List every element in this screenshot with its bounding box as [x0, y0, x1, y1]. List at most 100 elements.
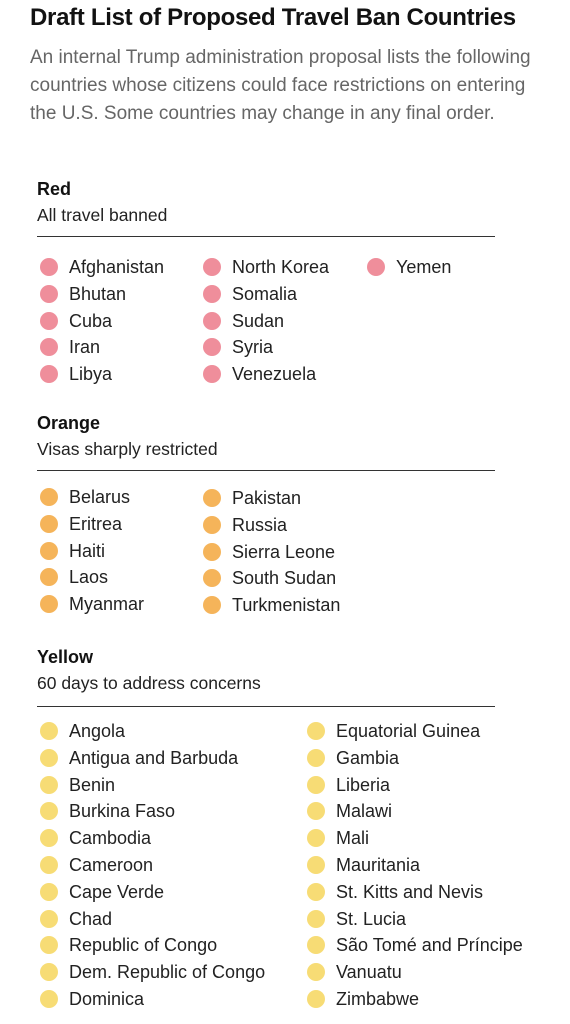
status-dot-icon	[203, 365, 221, 384]
status-dot-icon	[40, 568, 58, 587]
status-dot-icon	[307, 802, 325, 821]
status-dot-icon	[307, 748, 325, 767]
section-divider	[37, 470, 495, 471]
country-name: Pakistan	[232, 488, 302, 508]
country-name: Laos	[69, 567, 109, 588]
country-name: Cambodia	[69, 828, 152, 849]
country-name: Benin	[69, 774, 116, 795]
section-heading: Yellow	[37, 647, 94, 667]
status-dot-icon	[40, 856, 58, 874]
country-name: Mauritania	[336, 855, 421, 875]
status-dot-icon	[367, 258, 385, 276]
page-title: Draft List of Proposed Travel Ban Countr…	[30, 4, 516, 31]
status-dot-icon	[40, 963, 58, 982]
country-name: Angola	[69, 721, 126, 741]
status-dot-icon	[203, 542, 221, 561]
status-dot-icon	[40, 488, 58, 506]
country-name: Afghanistan	[69, 257, 165, 277]
country-name: Myanmar	[69, 594, 145, 615]
country-name: Cameroon	[69, 855, 154, 875]
country-name: Syria	[232, 337, 274, 358]
country-name: Russia	[232, 514, 288, 535]
status-dot-icon	[40, 338, 58, 357]
status-dot-icon	[40, 802, 58, 821]
section-orange: Orange Visas sharply restricted Belarus E…	[37, 412, 497, 615]
section-subheading: All travel banned	[37, 205, 168, 225]
section-heading: Orange	[37, 413, 101, 433]
status-dot-icon	[307, 936, 325, 955]
country-name: St. Lucia	[336, 908, 407, 929]
section-subheading: 60 days to address concerns	[37, 673, 261, 693]
country-name: Sierra Leone	[232, 541, 336, 562]
status-dot-icon	[40, 258, 58, 276]
status-dot-icon	[307, 829, 325, 848]
status-dot-icon	[307, 990, 325, 1008]
country-name: Vanuatu	[336, 962, 402, 983]
country-name: Bhutan	[69, 283, 127, 304]
status-dot-icon	[40, 365, 58, 384]
status-dot-icon	[40, 514, 58, 533]
section-heading: Red	[37, 179, 72, 199]
country-name: Zimbabwe	[336, 989, 420, 1009]
status-dot-icon	[40, 990, 58, 1008]
section-divider	[37, 706, 495, 707]
status-dot-icon	[203, 596, 221, 615]
country-name: Malawi	[336, 801, 393, 822]
country-name: Iran	[69, 337, 101, 358]
status-dot-icon	[307, 882, 325, 901]
country-name: Gambia	[336, 747, 400, 768]
section-red: Red All travel banned Afghanistan Bhutan C…	[37, 178, 497, 384]
status-dot-icon	[307, 722, 325, 740]
status-dot-icon	[203, 569, 221, 588]
country-name: Turkmenistan	[232, 595, 341, 616]
status-dot-icon	[203, 284, 221, 303]
country-name: Venezuela	[232, 364, 317, 385]
country-name: South Sudan	[232, 568, 337, 589]
country-name: Mali	[336, 828, 370, 849]
status-dot-icon	[40, 775, 58, 794]
status-dot-icon	[40, 909, 58, 928]
status-dot-icon	[40, 748, 58, 767]
status-dot-icon	[40, 541, 58, 560]
status-dot-icon	[307, 775, 325, 794]
country-name: Liberia	[336, 774, 391, 795]
country-name: Libya	[69, 364, 113, 385]
status-dot-icon	[307, 856, 325, 874]
status-dot-icon	[307, 909, 325, 928]
status-dot-icon	[40, 936, 58, 955]
status-dot-icon	[203, 338, 221, 357]
section-subheading: Visas sharply restricted	[37, 439, 218, 459]
country-name: Cuba	[69, 310, 113, 331]
country-name: Equatorial Guinea	[336, 721, 481, 741]
status-dot-icon	[203, 258, 221, 276]
country-name: Eritrea	[69, 513, 123, 534]
country-name: Republic of Congo	[69, 935, 218, 956]
country-name: São Tomé and Príncipe	[336, 935, 523, 956]
status-dot-icon	[40, 882, 58, 901]
status-dot-icon	[40, 829, 58, 848]
status-dot-icon	[203, 515, 221, 534]
country-name: Belarus	[69, 487, 131, 507]
country-name: St. Kitts and Nevis	[336, 881, 484, 902]
country-name: Sudan	[232, 310, 285, 331]
country-name: North Korea	[232, 257, 330, 277]
status-dot-icon	[40, 311, 58, 330]
intro-text: An internal Trump administration proposa…	[30, 47, 531, 124]
status-dot-icon	[203, 489, 221, 507]
country-name: Yemen	[396, 257, 452, 277]
country-name: Burkina Faso	[69, 801, 176, 822]
section-divider	[37, 236, 495, 237]
country-name: Antigua and Barbuda	[69, 747, 239, 768]
country-name: Cape Verde	[69, 881, 165, 902]
status-dot-icon	[40, 284, 58, 303]
section-yellow: Yellow 60 days to address concerns Angol…	[37, 646, 523, 1009]
country-name: Somalia	[232, 283, 298, 304]
status-dot-icon	[40, 722, 58, 740]
country-name: Haiti	[69, 540, 106, 561]
status-dot-icon	[307, 963, 325, 982]
country-name: Dominica	[69, 989, 145, 1009]
status-dot-icon	[203, 311, 221, 330]
status-dot-icon	[40, 595, 58, 614]
country-name: Chad	[69, 908, 113, 929]
country-name: Dem. Republic of Congo	[69, 962, 266, 983]
